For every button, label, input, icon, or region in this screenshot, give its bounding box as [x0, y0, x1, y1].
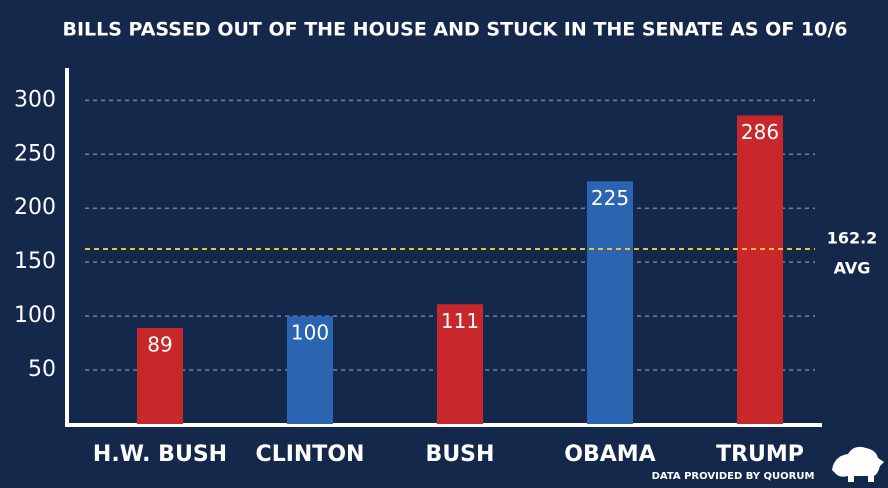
- average-label: AVG: [834, 259, 871, 278]
- x-tick-label: OBAMA: [564, 442, 655, 467]
- y-tick-label: 200: [14, 195, 56, 220]
- value-label: 286: [741, 120, 779, 144]
- y-tick-label: 100: [14, 303, 56, 328]
- value-label: 225: [591, 186, 629, 210]
- x-tick-label: TRUMP: [716, 442, 804, 467]
- bar: [587, 181, 633, 424]
- bar: [287, 316, 333, 424]
- x-tick-label: H.W. BUSH: [93, 442, 227, 467]
- source: DATA PROVIDED BY QUORUM: [652, 471, 815, 482]
- y-tick-label: 150: [14, 249, 56, 274]
- value-label: 89: [147, 332, 172, 356]
- y-tick-label: 50: [28, 357, 56, 382]
- value-label: 111: [441, 309, 479, 333]
- bar: [437, 304, 483, 424]
- x-tick-label: CLINTON: [256, 442, 365, 467]
- y-tick-label: 300: [14, 87, 56, 112]
- chart-title: BILLS PASSED OUT OF THE HOUSE AND STUCK …: [62, 19, 847, 41]
- x-tick-label: BUSH: [426, 442, 495, 467]
- average-value: 162.2: [827, 229, 878, 248]
- bar: [137, 327, 183, 424]
- value-label: 100: [291, 321, 329, 345]
- bar: [737, 115, 783, 424]
- logo: [832, 446, 884, 482]
- y-tick-label: 250: [14, 141, 56, 166]
